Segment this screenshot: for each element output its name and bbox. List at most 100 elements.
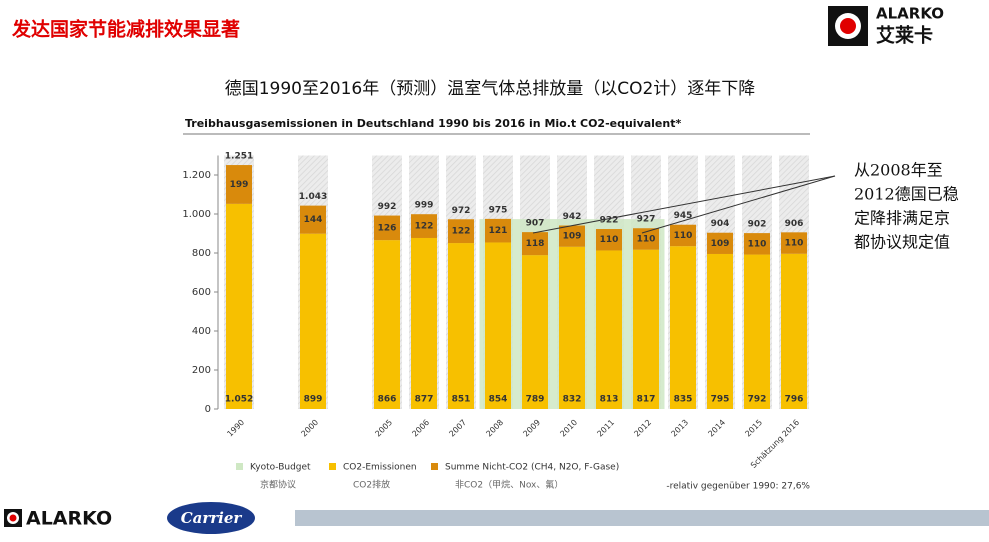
total-label: 942: [563, 212, 582, 222]
total-label: 1.251: [225, 152, 253, 162]
x-tick-label: 2010: [558, 418, 579, 439]
co2-bar: [781, 253, 807, 409]
carrier-oval: [167, 502, 255, 534]
x-tick-label: 2012: [632, 418, 653, 439]
co2-bar: [522, 255, 548, 409]
arrow: [532, 175, 836, 234]
co2-label: 795: [711, 395, 730, 405]
total-label: 945: [674, 211, 693, 221]
x-tick-label: 2013: [669, 418, 690, 439]
total-label: 907: [526, 219, 545, 229]
legend-note: 非CO2（甲烷、Nox、氟）: [455, 479, 563, 491]
total-label: 902: [748, 220, 767, 230]
co2-label: 877: [415, 395, 434, 405]
co2-bar: [633, 249, 659, 409]
legend-swatch: [431, 463, 438, 470]
x-tick-label: 2000: [299, 418, 320, 439]
non-co2-bar: [226, 165, 252, 204]
annotation-line: 都协议规定值: [854, 233, 950, 252]
co2-label: 854: [489, 395, 508, 405]
total-label: 906: [785, 219, 804, 229]
total-label: 922: [600, 216, 619, 226]
non-co2-label: 110: [748, 239, 767, 249]
non-co2-bar: [411, 214, 437, 238]
co2-label: 792: [748, 395, 767, 405]
co2-label: 835: [674, 395, 693, 405]
chart-title: 德国1990至2016年（预测）温室气体总排放量（以CO2计）逐年下降: [225, 79, 756, 99]
legend-swatch: [236, 463, 243, 470]
non-co2-bar: [374, 215, 400, 241]
x-tick-label: 2014: [706, 418, 727, 439]
legend-label: Kyoto-Budget: [250, 463, 311, 473]
total-label: 999: [415, 201, 434, 211]
legend: Kyoto-Budget 京都协议 CO2-Emissionen CO2排放 Summe…: [236, 463, 619, 491]
x-tick-label: 2006: [410, 418, 431, 439]
total-label: 972: [452, 206, 471, 216]
co2-label: 1.052: [225, 395, 253, 405]
non-co2-label: 110: [637, 234, 656, 244]
y-tick-label: 0: [205, 404, 211, 415]
legend-swatch: [329, 463, 336, 470]
x-tick-label: 1990: [225, 418, 246, 439]
x-tick-label: 2011: [595, 418, 616, 439]
co2-bar: [744, 254, 770, 409]
non-co2-bar: [300, 205, 326, 234]
annotation-line: 2012德国已稳: [854, 185, 959, 204]
non-co2-label: 121: [489, 226, 508, 236]
non-co2-bar: [596, 229, 622, 251]
logo-dot: [840, 18, 856, 34]
co2-bar: [374, 240, 400, 409]
co2-label: 866: [378, 395, 397, 405]
note: -relativ gegenüber 1990: 27,6%: [666, 482, 810, 492]
non-co2-label: 109: [563, 232, 582, 242]
non-co2-bar: [707, 232, 733, 254]
non-co2-bar: [781, 232, 807, 254]
y-tick-label: 200: [192, 365, 211, 376]
non-co2-label: 110: [600, 235, 619, 245]
plot: 0 200 400 600 800 1.000 1.200 1.052 199 1.251 1990…: [182, 152, 809, 470]
logo-sub: 艾莱卡: [876, 24, 933, 47]
total-label: 975: [489, 205, 508, 215]
non-co2-label: 109: [711, 239, 730, 249]
co2-bar: [448, 243, 474, 409]
co2-label: 789: [526, 395, 545, 405]
x-tick-label: 2008: [484, 418, 505, 439]
co2-bar: [300, 233, 326, 409]
x-tick-label: 2007: [447, 418, 468, 439]
co2-bar: [411, 237, 437, 409]
chart-subtitle: Treibhausgasemissionen in Deutschland 19…: [185, 117, 681, 130]
annotation-line: 从2008年至: [854, 161, 943, 180]
footer-logo-left: ALARKO: [26, 508, 112, 530]
logo-text: ALARKO: [876, 5, 944, 23]
annotation-line: 定降排满足京: [854, 209, 950, 228]
non-co2-bar: [670, 224, 696, 247]
legend-note: CO2排放: [353, 479, 390, 491]
x-tick-label: 2015: [743, 418, 764, 439]
footer-band: [295, 510, 989, 526]
x-tick-label: 2005: [373, 418, 394, 439]
non-co2-label: 122: [452, 227, 471, 237]
co2-label: 817: [637, 395, 656, 405]
non-co2-label: 199: [230, 180, 249, 190]
legend-label: Summe Nicht-CO2 (CH4, N2O, F-Gase): [445, 463, 619, 473]
total-label: 1.043: [299, 192, 327, 202]
co2-label: 813: [600, 395, 619, 405]
co2-bar: [559, 246, 585, 409]
co2-bar: [226, 203, 252, 409]
footer-logo-dot: [9, 514, 17, 522]
non-co2-bar: [633, 228, 659, 250]
non-co2-bar: [448, 219, 474, 244]
total-label: 904: [711, 219, 730, 229]
legend-label: CO2-Emissionen: [343, 463, 417, 473]
y-tick-label: 800: [192, 248, 211, 259]
co2-label: 796: [785, 395, 804, 405]
non-co2-bar: [485, 218, 511, 243]
y-tick-label: 600: [192, 287, 211, 298]
co2-bar: [670, 246, 696, 409]
x-tick-label: 2009: [521, 418, 542, 439]
non-co2-label: 144: [304, 215, 323, 225]
non-co2-bar: [559, 225, 585, 247]
non-co2-label: 126: [378, 223, 397, 233]
